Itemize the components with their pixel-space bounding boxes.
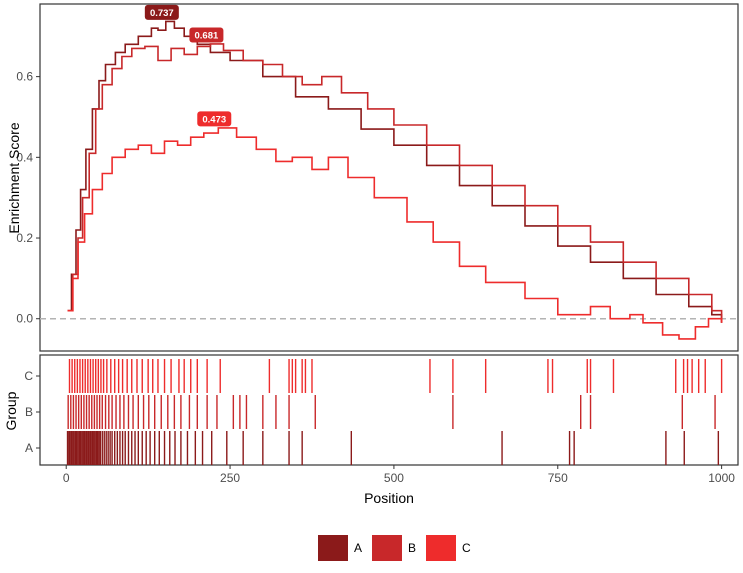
legend-key-a (318, 535, 348, 561)
y-tick-label: 0.4 (16, 150, 33, 164)
y-axis-label-enrichment: Enrichment Score (6, 122, 22, 233)
peak-label-box-a (144, 4, 179, 20)
peak-label-box-c (197, 111, 232, 127)
x-tick-label: 1000 (708, 471, 735, 485)
x-tick-label: 500 (384, 471, 404, 485)
y-tick-label: 0.2 (16, 231, 33, 245)
y-axis-label-group: Group (3, 391, 19, 430)
legend-key-b (372, 535, 402, 561)
peak-labels: 0.737 0.681 0.473 (144, 4, 232, 127)
x-axis-ticks: 0 250 500 750 1000 (63, 465, 735, 485)
legend: A B C (318, 535, 471, 561)
group-hits-panel: C B A 0 250 500 750 1000 Group Position (3, 354, 739, 506)
peak-label-c: 0.473 (202, 114, 226, 125)
legend-label-a: A (354, 541, 362, 555)
legend-label-b: B (408, 541, 416, 555)
group-axis-ticks: C B A (24, 369, 40, 455)
hit-marks (66, 359, 723, 465)
x-tick-label: 750 (548, 471, 568, 485)
series-line-c (67, 127, 723, 340)
enrichment-lines (67, 20, 723, 340)
enrichment-panel-border (39, 3, 739, 352)
legend-label-c: C (462, 541, 471, 555)
series-line-a (67, 20, 723, 323)
y-tick-label: 0.6 (16, 70, 33, 84)
group-tick-label: A (25, 441, 33, 455)
peak-label-b: 0.681 (195, 30, 219, 41)
peak-label-a: 0.737 (150, 8, 174, 19)
legend-key-c (426, 535, 456, 561)
y-tick-label: 0.0 (16, 312, 33, 326)
x-tick-label: 0 (63, 471, 70, 485)
x-tick-label: 250 (220, 471, 240, 485)
enrichment-panel: 0.0 0.2 0.4 0.6 0.737 0.681 0.473 Enrichment … (6, 3, 739, 352)
group-hits-panel-border (39, 354, 739, 466)
y-axis-ticks: 0.0 0.2 0.4 0.6 (16, 70, 40, 326)
group-tick-label: C (24, 369, 33, 383)
x-axis-label-position: Position (364, 490, 414, 506)
series-line-b (67, 43, 723, 323)
peak-label-box-b (189, 27, 224, 43)
group-tick-label: B (25, 405, 33, 419)
